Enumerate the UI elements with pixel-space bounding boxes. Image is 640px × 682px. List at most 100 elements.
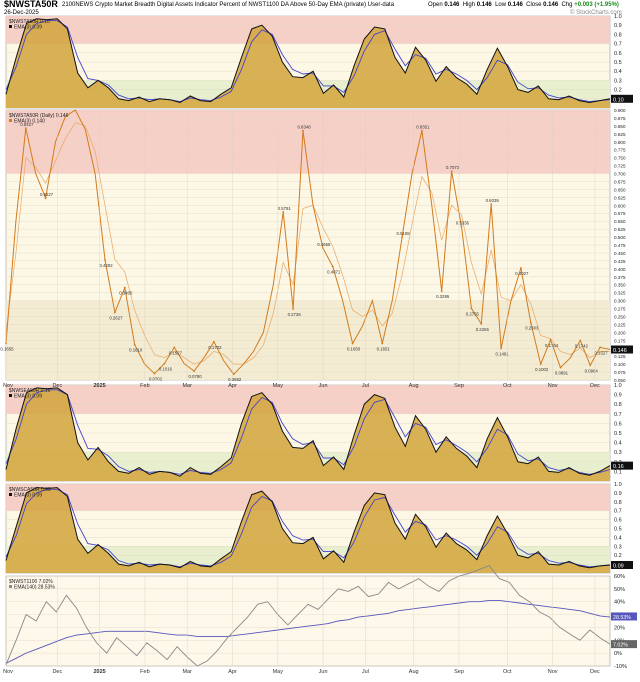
last-value-label: 0.146 (613, 348, 627, 354)
y-tick-label: 0.5 (614, 60, 622, 66)
y-tick-label: 1.0 (614, 14, 622, 20)
y-tick-label: 0.875 (614, 116, 626, 121)
x-tick-label: Dec (590, 383, 600, 389)
data-point (123, 286, 126, 289)
x-tick-label: Oct (503, 383, 512, 389)
y-tick-label: 40% (614, 600, 625, 606)
y-tick-label: 0.525 (614, 227, 626, 232)
data-label: 0.1610 (129, 348, 143, 353)
series-area-fill (6, 487, 610, 573)
data-point (460, 225, 463, 228)
data-label: 0.4071 (327, 270, 341, 275)
y-tick-label: 0.7 (614, 42, 622, 48)
data-point (401, 236, 403, 238)
series-line (5, 565, 611, 667)
x-tick-label: Jul (362, 383, 369, 389)
x-tick-label: 2025 (93, 669, 105, 675)
data-point (549, 338, 552, 341)
ema-line (5, 20, 611, 103)
y-tick-label: 0.100 (614, 362, 626, 367)
data-label: 0.1742 (575, 344, 589, 349)
x-tick-label: Nov (3, 383, 13, 389)
last-value-tag (611, 94, 633, 103)
x-tick-label: Dec (590, 669, 600, 675)
last-value-tag (611, 345, 633, 354)
data-label: 0.8427 (20, 122, 34, 127)
series-area-fill (6, 387, 610, 481)
y-tick-label: 0.675 (614, 179, 626, 184)
y-tick-label: 0.550 (614, 219, 626, 224)
y-tick-label: -10% (614, 664, 627, 670)
x-tick-label: Dec (52, 669, 62, 675)
y-tick-label: 0.725 (614, 164, 626, 169)
y-tick-label: 0.800 (614, 140, 626, 145)
y-tick-label: 0.225 (614, 322, 626, 327)
data-point (163, 362, 166, 365)
data-point (539, 363, 542, 365)
y-tick-label: 0.4 (614, 535, 622, 541)
data-label: 0.5791 (278, 206, 292, 211)
x-tick-label: Apr (228, 669, 237, 675)
legend-series-label: $NWST1100 7.02% (9, 579, 53, 585)
y-tick-label: 0.6 (614, 51, 622, 57)
data-label: 0.1702 (208, 345, 222, 350)
data-point (173, 346, 176, 349)
data-point (440, 290, 443, 293)
y-tick-label: 0.250 (614, 314, 626, 319)
y-tick-label: 0.375 (614, 275, 626, 280)
data-point (133, 343, 136, 346)
data-label: 0.8351 (416, 125, 430, 130)
data-point (381, 342, 384, 345)
ohlc-readout: Open 0.146 High 0.146 Low 0.146 Close 0.… (428, 2, 619, 8)
y-tick-label: 0% (614, 651, 622, 657)
x-tick-label: Aug (409, 669, 419, 675)
overbought-band (6, 385, 610, 414)
x-tick-label: 2025 (93, 383, 105, 389)
data-point (420, 129, 423, 132)
y-tick-label: 0.9 (614, 23, 622, 29)
data-label: 0.1651 (377, 346, 391, 351)
series-line (5, 387, 611, 477)
data-label: 0.1016 (159, 367, 173, 372)
legend-swatch (9, 119, 12, 122)
data-label: 0.1491 (496, 352, 510, 357)
data-label: 0.3295 (436, 294, 450, 299)
y-tick-label: 0.200 (614, 330, 626, 335)
legend-ema-label: EMA(3) 0.09 (14, 394, 42, 400)
legend-series-label: $NWSTA50R 0.10 (9, 19, 50, 25)
data-point (559, 366, 562, 369)
last-value-label: 0.16 (613, 464, 624, 470)
legend-series-label: $NWSEA50R 0.16 (9, 388, 51, 394)
data-label: 0.0702 (149, 377, 163, 382)
chart-header: $NWSTA50R 2100NEWS Crypto Market Breadth… (0, 0, 640, 16)
ema-line (5, 122, 610, 365)
symbol-description: 2100NEWS Crypto Market Breadth Digital A… (62, 2, 395, 8)
data-label: 0.5336 (456, 220, 470, 225)
y-tick-label: 0.5 (614, 527, 622, 533)
x-tick-label: Sep (454, 383, 464, 389)
legend-ema-label: EMA(3) 0.09 (14, 493, 42, 499)
data-label: 0.0964 (585, 368, 599, 373)
data-label: 0.4655 (317, 242, 331, 247)
x-tick-label: Mar (182, 383, 192, 389)
overbought-band (6, 16, 610, 44)
data-label: 0.1764 (545, 343, 559, 348)
y-tick-label: 0.5 (614, 431, 622, 437)
last-value-label: 7.02% (613, 643, 628, 649)
x-tick-label: May (273, 383, 284, 389)
data-point (114, 311, 116, 314)
y-tick-label: 0.4 (614, 69, 622, 75)
y-tick-label: 0.6 (614, 518, 622, 524)
data-label: 0.2265 (476, 327, 490, 332)
data-point (589, 364, 592, 367)
data-label: 0.4027 (515, 271, 529, 276)
x-tick-label: Sep (454, 669, 464, 675)
ema-line (5, 488, 611, 568)
y-tick-label: 0.600 (614, 203, 626, 208)
data-point (579, 339, 582, 342)
y-tick-label: 0.9 (614, 393, 622, 399)
data-point (470, 307, 473, 310)
y-tick-label: 0.1 (614, 469, 622, 475)
series-line (5, 109, 611, 375)
y-tick-label: 0.9 (614, 491, 622, 497)
